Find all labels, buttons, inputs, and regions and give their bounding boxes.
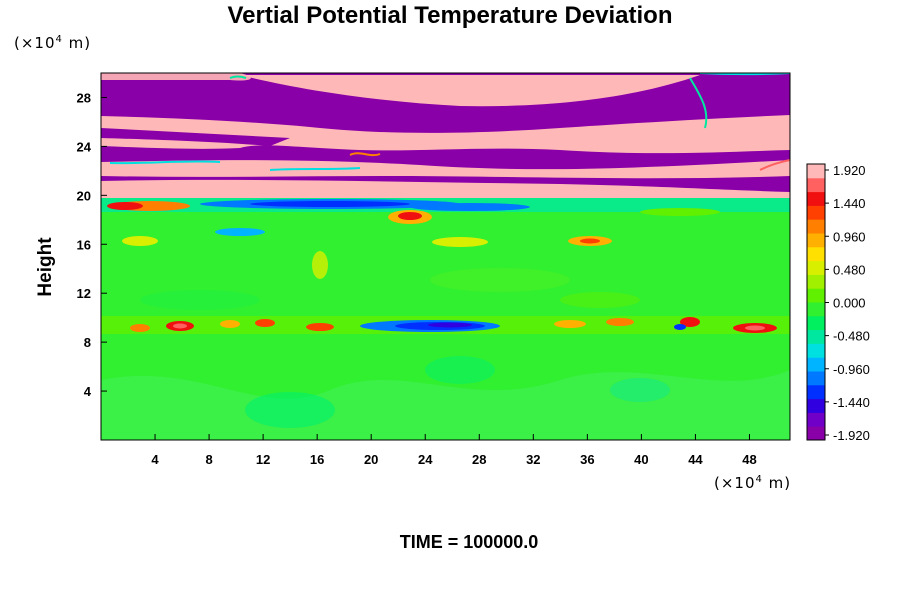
colorbar-tick-label: 0.960 — [833, 229, 866, 244]
chart-title: Vertial Potential Temperature Deviation — [227, 2, 673, 29]
heatmap-field — [101, 73, 790, 440]
y-tick-label: 16 — [77, 237, 91, 252]
colorbar-tick-label: 0.000 — [833, 296, 866, 311]
y-axis-unit: (×104 m) — [14, 34, 92, 52]
colorbar-segment — [807, 426, 825, 441]
x-tick-label: 12 — [256, 452, 270, 467]
colorbar-tick-label: -0.480 — [833, 329, 870, 344]
colorbar-segment — [807, 357, 825, 372]
colorbar-segment — [807, 233, 825, 248]
x-tick-label: 4 — [151, 452, 159, 467]
colorbar-segment — [807, 164, 825, 179]
x-tick-label: 20 — [364, 452, 378, 467]
x-tick-label: 48 — [742, 452, 756, 467]
x-axis-unit: (×104 m) — [714, 474, 792, 492]
colorbar-tick-label: -1.440 — [833, 395, 870, 410]
colorbar-segment — [807, 384, 825, 400]
x-tick-label: 44 — [688, 452, 703, 467]
time-label: TIME = 100000.0 — [399, 532, 539, 552]
y-tick-label: 8 — [84, 335, 91, 350]
colorbar-segment — [807, 219, 825, 234]
y-tick-label: 24 — [77, 139, 92, 154]
y-tick-label: 12 — [77, 286, 91, 301]
x-tick-label: 8 — [205, 452, 212, 467]
colorbar-tick-label: 1.440 — [833, 196, 866, 211]
colorbar-segment — [807, 302, 825, 317]
colorbar-segment — [807, 412, 825, 427]
y-tick-label: 4 — [84, 384, 92, 399]
colorbar-segment — [807, 398, 825, 413]
colorbar-tick-label: 1.920 — [833, 163, 866, 178]
x-tick-label: 28 — [472, 452, 486, 467]
x-tick-label: 16 — [310, 452, 324, 467]
x-tick-label: 36 — [580, 452, 594, 467]
colorbar-tick-label: -1.920 — [833, 428, 870, 443]
colorbar-segment — [807, 191, 825, 206]
colorbar-segment — [807, 315, 825, 331]
colorbar-tick-label: 0.480 — [833, 262, 866, 277]
colorbar-segment — [807, 260, 825, 275]
colorbar-segment — [807, 274, 825, 289]
colorbar-segment — [807, 177, 825, 193]
plot-frame — [100, 72, 791, 441]
colorbar-segment — [807, 205, 825, 220]
y-tick-label: 28 — [77, 90, 91, 105]
colorbar-segment — [807, 288, 825, 303]
x-tick-label: 24 — [418, 452, 433, 467]
colorbar-segment — [807, 371, 825, 386]
colorbar-segment — [807, 246, 825, 262]
x-tick-label: 32 — [526, 452, 540, 467]
colorbar-tick-label: -0.960 — [833, 362, 870, 377]
colorbar-segment — [807, 343, 825, 358]
y-tick-label: 20 — [77, 188, 91, 203]
x-tick-label: 40 — [634, 452, 648, 467]
colorbar-segment — [807, 329, 825, 344]
